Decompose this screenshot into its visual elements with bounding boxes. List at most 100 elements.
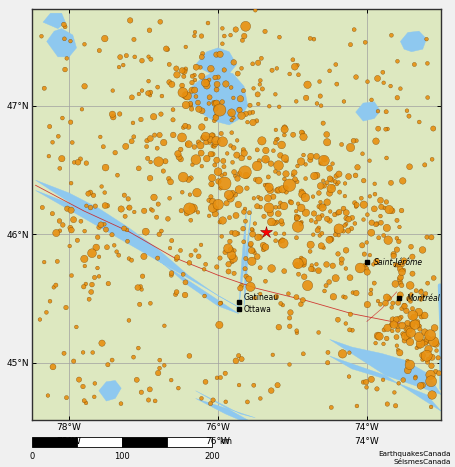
Point: [135, 344, 142, 352]
Point: [428, 234, 435, 241]
Point: [300, 261, 307, 269]
Point: [224, 245, 232, 252]
Point: [180, 73, 187, 80]
Point: [81, 83, 88, 90]
Point: [430, 338, 437, 345]
Point: [343, 214, 350, 222]
Point: [198, 72, 206, 80]
Point: [328, 235, 335, 243]
Point: [202, 138, 210, 146]
Point: [202, 79, 210, 86]
Point: [396, 223, 403, 231]
Point: [222, 248, 229, 256]
Point: [300, 191, 308, 198]
Point: [351, 220, 359, 227]
Point: [161, 361, 168, 369]
Point: [374, 125, 382, 132]
Point: [361, 250, 368, 258]
Polygon shape: [188, 70, 248, 125]
Point: [334, 250, 342, 258]
Point: [423, 234, 430, 241]
Point: [191, 76, 198, 84]
Point: [230, 114, 237, 121]
Point: [212, 137, 220, 144]
Point: [387, 179, 394, 187]
Point: [167, 244, 174, 252]
Point: [92, 244, 100, 251]
Point: [113, 248, 120, 255]
Point: [182, 43, 189, 50]
Point: [260, 246, 267, 253]
Point: [187, 101, 194, 109]
Point: [316, 78, 323, 85]
Point: [279, 236, 286, 244]
Point: [207, 150, 214, 158]
Point: [326, 175, 334, 183]
Point: [399, 330, 407, 338]
Point: [424, 94, 431, 101]
Point: [238, 64, 245, 72]
Point: [386, 295, 393, 302]
Point: [406, 163, 413, 170]
Point: [85, 190, 92, 198]
Point: [221, 180, 228, 187]
Point: [359, 150, 366, 157]
Point: [317, 92, 324, 100]
Point: [427, 371, 434, 379]
Point: [429, 156, 436, 163]
Point: [212, 114, 219, 121]
Point: [178, 134, 186, 141]
Point: [394, 326, 401, 334]
Point: [264, 194, 272, 202]
Point: [293, 214, 301, 222]
Point: [273, 136, 280, 143]
Point: [293, 262, 300, 269]
Point: [404, 333, 411, 340]
Point: [168, 269, 175, 277]
Point: [338, 259, 345, 267]
Point: [192, 93, 200, 100]
Point: [433, 347, 440, 354]
Point: [279, 185, 286, 193]
Point: [409, 314, 416, 321]
Point: [412, 375, 419, 382]
Point: [166, 195, 173, 202]
Point: [317, 160, 324, 167]
Point: [333, 172, 340, 180]
Point: [88, 249, 96, 257]
Point: [346, 349, 353, 356]
Point: [397, 279, 404, 286]
Text: 74°W: 74°W: [354, 437, 379, 446]
Point: [214, 168, 222, 176]
Point: [343, 220, 350, 228]
Text: Saint-Jérôme: Saint-Jérôme: [374, 258, 424, 267]
Point: [271, 219, 278, 227]
Point: [368, 219, 375, 226]
Point: [212, 74, 219, 81]
Point: [209, 198, 217, 205]
Point: [147, 92, 154, 99]
Point: [213, 86, 220, 93]
Point: [256, 157, 263, 164]
Point: [187, 174, 195, 182]
Point: [217, 299, 225, 307]
Point: [279, 301, 287, 309]
Point: [323, 131, 330, 138]
Polygon shape: [239, 208, 252, 307]
Point: [321, 182, 328, 190]
Point: [88, 281, 96, 288]
Point: [108, 356, 116, 364]
Point: [188, 105, 195, 113]
Point: [102, 164, 109, 171]
Point: [235, 352, 243, 360]
Point: [152, 397, 159, 405]
Point: [232, 172, 239, 180]
Point: [364, 269, 371, 276]
Point: [61, 350, 68, 357]
Point: [117, 400, 125, 407]
Point: [424, 358, 431, 366]
Point: [100, 143, 107, 150]
Point: [153, 213, 160, 221]
Point: [131, 208, 138, 216]
Point: [90, 191, 97, 199]
